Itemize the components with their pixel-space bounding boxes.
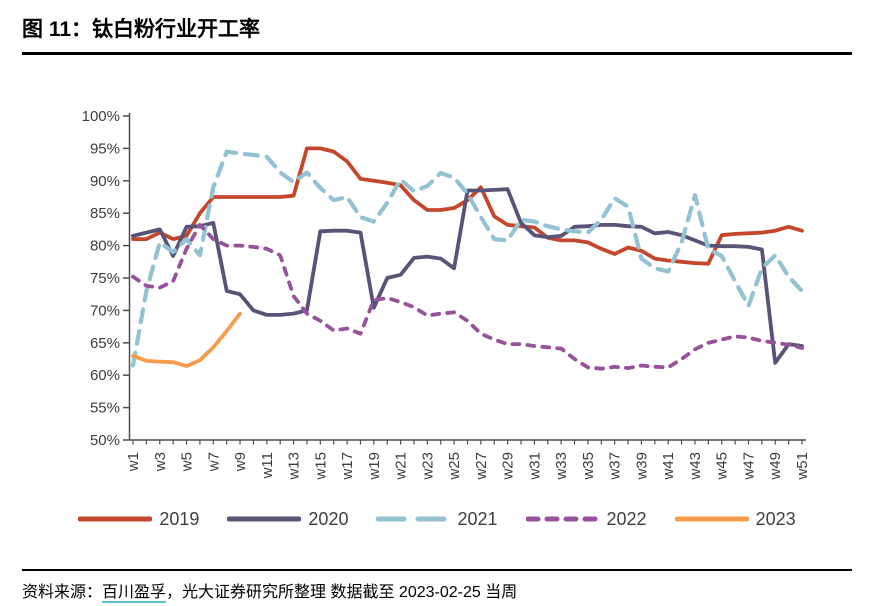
- source-line: 资料来源：百川盈孚，光大证券研究所整理 数据截至 2023-02-25 当周: [0, 571, 874, 603]
- legend-swatch-2022: [525, 516, 600, 522]
- chart-legend: 2019 2020 2021 2022 2023: [0, 505, 874, 533]
- x-tick-label: w47: [740, 452, 757, 481]
- legend-label: 2021: [457, 508, 498, 529]
- y-tick-label: 80%: [90, 238, 120, 255]
- x-tick-label: w31: [526, 452, 543, 481]
- x-tick-label: w13: [286, 452, 303, 481]
- x-tick-label: w17: [339, 452, 356, 481]
- x-tick-label: w9: [232, 452, 249, 472]
- series-line-2020: [131, 187, 804, 365]
- legend-item-2019: 2019: [78, 509, 199, 530]
- title-rule: [22, 52, 852, 55]
- legend-item-2023: 2023: [674, 508, 796, 530]
- source-prefix: 资料来源：: [22, 584, 103, 601]
- x-tick-label: w33: [553, 452, 570, 481]
- x-tick-label: w29: [500, 452, 517, 481]
- x-tick-label: w23: [419, 452, 436, 481]
- y-tick-label: 75%: [90, 270, 120, 287]
- legend-swatch-2021: [376, 516, 451, 522]
- legend-item-2020: 2020: [227, 509, 348, 530]
- x-tick-label: w3: [152, 452, 169, 472]
- y-tick-label: 100%: [82, 108, 120, 125]
- x-tick-label: w39: [633, 452, 650, 481]
- footer-rule: [22, 569, 852, 571]
- line-chart: 100% 95% 90% 85% 80% 75% 70% 65% 60% 55% 50% w1 w3 w5…: [82, 108, 811, 481]
- source-link[interactable]: 百川盈孚: [102, 584, 167, 603]
- x-tick-label: w41: [660, 452, 677, 481]
- x-tick-label: w27: [473, 452, 490, 481]
- y-tick-label: 50%: [90, 432, 120, 449]
- x-tick-label: w5: [179, 452, 196, 472]
- legend-item-2022: 2022: [525, 508, 647, 530]
- x-tick-label: w49: [767, 452, 784, 481]
- x-tick-label: w25: [446, 452, 463, 481]
- legend-label: 2019: [159, 508, 200, 529]
- figure-title: 图 11：钛白粉行业开工率: [22, 18, 261, 41]
- x-tick-label: w51: [794, 452, 811, 481]
- x-tick-label: w37: [607, 452, 624, 481]
- series-line-2022: [131, 222, 804, 371]
- x-tick-label: w1: [125, 452, 142, 472]
- x-tick-label: w21: [393, 452, 410, 481]
- series-line-2019: [131, 146, 804, 266]
- y-tick-label: 85%: [90, 205, 120, 222]
- x-tick-label: w35: [580, 452, 597, 481]
- x-tick-label: w7: [205, 452, 222, 472]
- source-suffix: ，光大证券研究所整理 数据截至 2023-02-25 当周: [166, 584, 518, 601]
- y-tick-label: 95%: [90, 140, 120, 157]
- y-tick-label: 55%: [90, 400, 120, 417]
- legend-label: 2020: [308, 508, 349, 529]
- x-tick-label: w15: [312, 452, 329, 481]
- x-tick-label: w19: [366, 452, 383, 481]
- legend-swatch-2020: [227, 516, 302, 522]
- series-line-2023: [131, 311, 242, 369]
- legend-label: 2022: [606, 508, 647, 529]
- legend-item-2021: 2021: [376, 508, 498, 530]
- legend-swatch-2023: [674, 516, 749, 522]
- series-line-2021: [130, 149, 805, 368]
- y-tick-label: 65%: [90, 335, 120, 352]
- y-tick-label: 70%: [90, 302, 120, 319]
- x-tick-label: w11: [259, 452, 276, 479]
- y-tick-label: 90%: [90, 173, 120, 190]
- legend-swatch-2019: [78, 516, 153, 522]
- y-tick-label: 60%: [90, 367, 120, 384]
- x-tick-label: w45: [714, 452, 731, 481]
- legend-label: 2023: [755, 508, 796, 529]
- x-tick-label: w43: [687, 452, 704, 481]
